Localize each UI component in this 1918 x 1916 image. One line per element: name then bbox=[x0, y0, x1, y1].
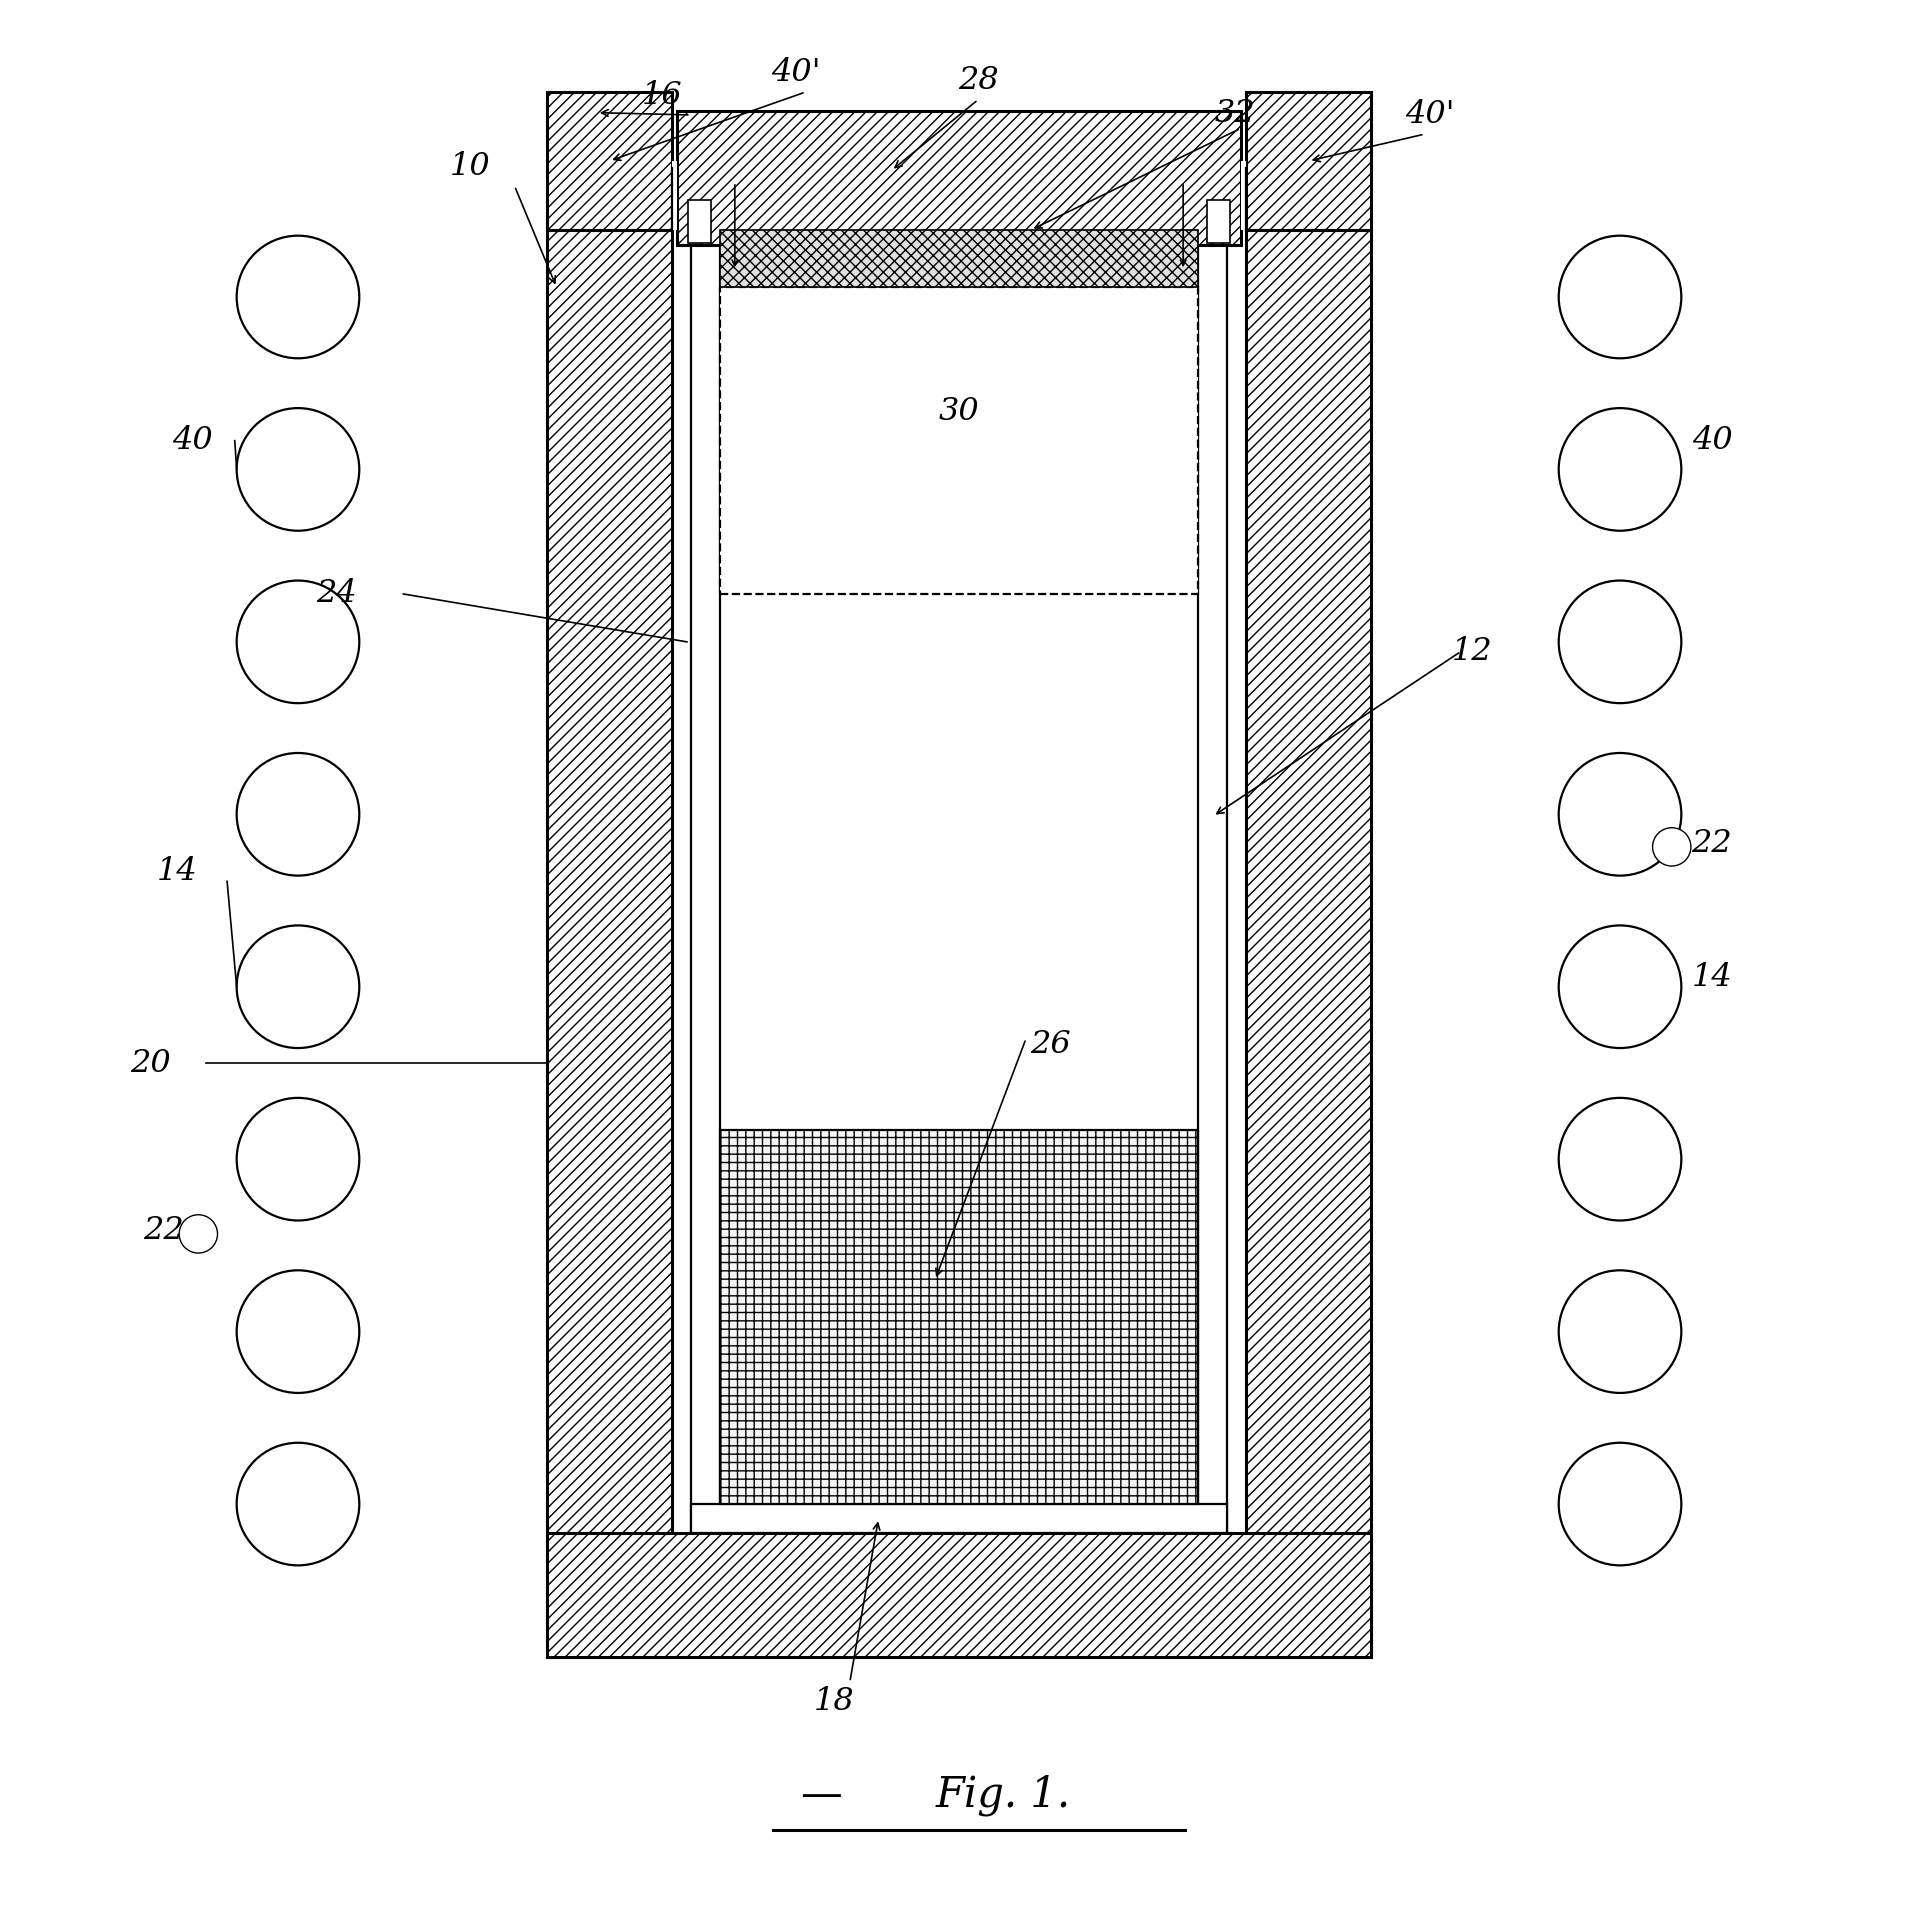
Circle shape bbox=[178, 1215, 217, 1253]
Circle shape bbox=[236, 236, 359, 358]
Circle shape bbox=[236, 581, 359, 703]
Bar bbox=[671, 230, 1247, 1533]
Text: 32: 32 bbox=[1214, 98, 1254, 128]
Text: 40': 40' bbox=[1406, 100, 1456, 130]
Circle shape bbox=[236, 408, 359, 531]
Bar bbox=[719, 1130, 1199, 1504]
Bar bbox=[547, 92, 671, 230]
Bar bbox=[1199, 230, 1228, 1533]
Bar bbox=[719, 1130, 1199, 1504]
Bar bbox=[1247, 230, 1371, 1657]
Bar bbox=[1241, 161, 1247, 230]
Text: 10: 10 bbox=[451, 151, 491, 182]
Circle shape bbox=[1559, 925, 1682, 1048]
Text: 22: 22 bbox=[144, 1215, 184, 1245]
Text: 40: 40 bbox=[1692, 425, 1732, 456]
Circle shape bbox=[236, 925, 359, 1048]
Text: 14: 14 bbox=[157, 856, 198, 887]
Circle shape bbox=[1559, 236, 1682, 358]
Text: 22: 22 bbox=[1692, 828, 1732, 858]
Circle shape bbox=[236, 1270, 359, 1393]
Text: 26: 26 bbox=[1030, 1029, 1072, 1060]
Bar bbox=[690, 1504, 1228, 1533]
Text: 28: 28 bbox=[957, 65, 999, 96]
Text: 14: 14 bbox=[1692, 962, 1732, 992]
Bar bbox=[719, 230, 1199, 287]
Circle shape bbox=[1559, 408, 1682, 531]
Bar bbox=[689, 201, 712, 243]
Text: 20: 20 bbox=[130, 1048, 171, 1079]
Circle shape bbox=[1559, 1443, 1682, 1565]
Text: —: — bbox=[800, 1774, 842, 1816]
Circle shape bbox=[1559, 1270, 1682, 1393]
Text: 30: 30 bbox=[938, 397, 980, 427]
Bar bbox=[547, 1533, 1371, 1657]
Bar bbox=[719, 287, 1199, 594]
Bar bbox=[1206, 201, 1229, 243]
Bar bbox=[1247, 92, 1371, 230]
Text: Fig. 1.: Fig. 1. bbox=[936, 1774, 1070, 1816]
Circle shape bbox=[1559, 753, 1682, 876]
Circle shape bbox=[236, 1098, 359, 1220]
Bar bbox=[690, 230, 719, 1533]
Circle shape bbox=[236, 1443, 359, 1565]
Circle shape bbox=[1653, 828, 1692, 866]
Bar bbox=[547, 230, 671, 1657]
Text: 24: 24 bbox=[316, 579, 357, 609]
Bar bbox=[677, 111, 1241, 245]
Text: 40': 40' bbox=[771, 57, 821, 88]
Text: 18: 18 bbox=[813, 1686, 855, 1717]
Bar bbox=[719, 230, 1199, 1504]
Text: 16: 16 bbox=[643, 80, 683, 111]
Text: 12: 12 bbox=[1452, 636, 1492, 667]
Bar bbox=[671, 161, 677, 230]
Text: 40: 40 bbox=[173, 425, 213, 456]
Circle shape bbox=[236, 753, 359, 876]
Circle shape bbox=[1559, 1098, 1682, 1220]
Circle shape bbox=[1559, 581, 1682, 703]
